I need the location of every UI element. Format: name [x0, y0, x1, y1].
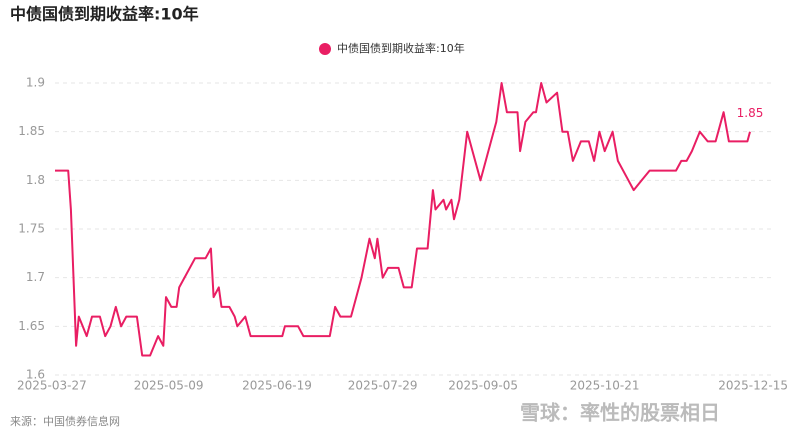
x-tick-label: 2025-07-29: [348, 379, 418, 393]
x-tick-label: 2025-09-05: [448, 379, 518, 393]
chart-title: 中债国债到期收益率:10年: [10, 5, 199, 24]
y-tick-label: 1.8: [26, 173, 45, 187]
x-tick-label: 2025-05-09: [134, 379, 204, 393]
x-tick-label: 2025-06-19: [242, 379, 312, 393]
y-tick-label: 1.65: [18, 319, 45, 333]
y-tick-label: 1.6: [26, 368, 45, 382]
y-tick-label: 1.9: [26, 76, 45, 90]
line: [55, 82, 751, 357]
watermark: 雪球：率性的股票相日: [520, 401, 720, 425]
value-label: 1.85: [737, 106, 764, 120]
y-tick-label: 1.75: [18, 222, 45, 236]
x-tick-label: 2025-10-21: [570, 379, 640, 393]
y-tick-label: 1.7: [26, 270, 45, 284]
x-tick-label: 2025-03-27: [17, 379, 87, 393]
y-tick-label: 1.85: [18, 124, 45, 138]
legend-swatch: [319, 43, 331, 55]
x-tick-label: 2025-12-15: [718, 379, 788, 393]
legend-label: 中债国债到期收益率:10年: [337, 41, 465, 55]
source: 来源：中国债券信息网: [10, 414, 120, 428]
